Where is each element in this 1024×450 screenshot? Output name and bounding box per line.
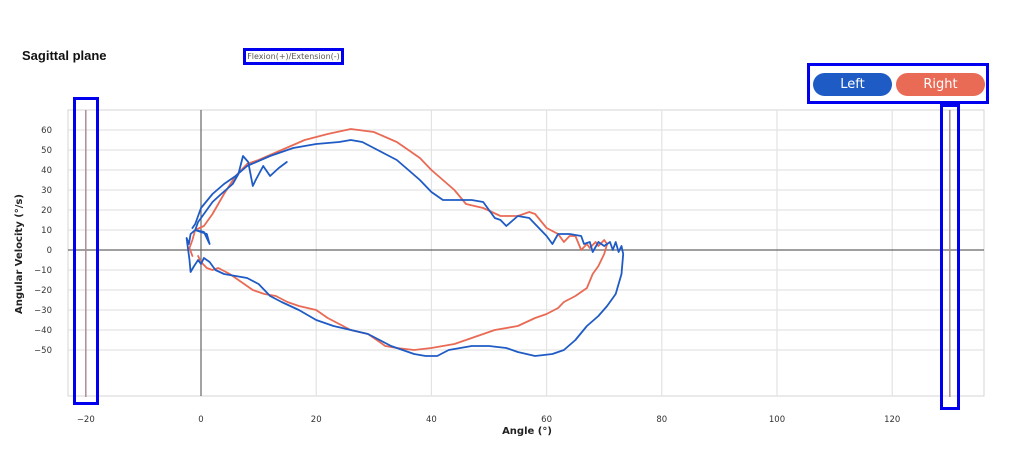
x-tick-label: 80 (656, 415, 667, 425)
y-axis-label: Angular Velocity (°/s) (14, 194, 25, 314)
left-range-marker-handle[interactable] (73, 97, 99, 405)
y-tick-label: 20 (41, 206, 52, 216)
y-tick-label: −40 (34, 326, 52, 336)
x-tick-label: −20 (77, 415, 95, 425)
x-tick-label: 120 (884, 415, 900, 425)
y-tick-label: 40 (41, 166, 52, 176)
x-tick-label: 0 (198, 415, 203, 425)
y-tick-label: −10 (34, 266, 52, 276)
chart-title: Sagittal plane (22, 48, 107, 63)
subtitle-box: Flexion(+)/Extension(-) (243, 48, 344, 65)
legend: Left Right (807, 63, 989, 104)
x-tick-label: 100 (769, 415, 785, 425)
series-line-left (185, 139, 625, 357)
y-tick-label: 10 (41, 226, 52, 236)
series-line-right (188, 128, 608, 351)
x-tick-label: 20 (311, 415, 322, 425)
x-tick-label: 40 (426, 415, 437, 425)
y-tick-label: 30 (41, 186, 52, 196)
chart-subtitle: Flexion(+)/Extension(-) (247, 52, 340, 61)
legend-left-button[interactable]: Left (813, 73, 892, 96)
right-range-marker-handle[interactable] (940, 104, 960, 410)
y-tick-label: −30 (34, 306, 52, 316)
legend-right-button[interactable]: Right (896, 73, 985, 96)
series-lines (185, 128, 625, 357)
x-tick-label: 60 (541, 415, 552, 425)
gridlines (67, 109, 985, 397)
y-tick-label: −50 (34, 346, 52, 356)
y-tick-label: −20 (34, 286, 52, 296)
y-tick-label: 60 (41, 126, 52, 136)
x-axis-label: Angle (°) (502, 426, 552, 437)
y-tick-label: 50 (41, 146, 52, 156)
range-markers (85, 110, 951, 397)
y-tick-label: 0 (47, 246, 52, 256)
